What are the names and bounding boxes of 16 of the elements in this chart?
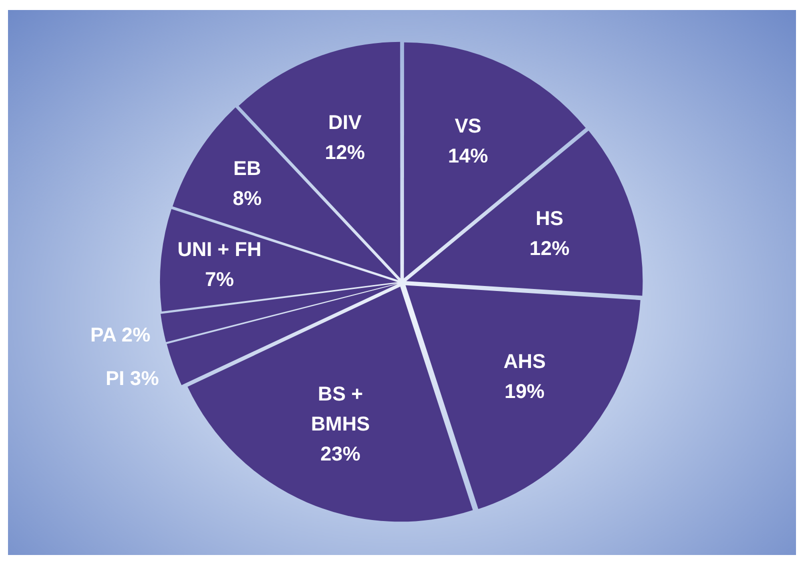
slice-label: BS + BMHS — [310, 383, 370, 436]
slice-label: PA 2% — [90, 324, 151, 347]
data-label: 19% — [504, 381, 545, 404]
data-label: 14% — [448, 146, 488, 168]
slice-label: EB — [233, 158, 262, 180]
slice-label: HS — [536, 208, 564, 230]
slice-label: AHS — [503, 351, 546, 374]
slice-label: UNI + FH — [178, 238, 262, 261]
data-label: 8% — [232, 188, 262, 210]
data-label: 12% — [529, 238, 570, 260]
data-label: 7% — [205, 268, 234, 291]
data-label: 23% — [320, 443, 361, 466]
slice-label: PI 3% — [106, 368, 160, 390]
slice-label: VS — [454, 116, 482, 138]
slice-label: DIV — [328, 112, 362, 134]
data-label: 12% — [324, 142, 366, 164]
